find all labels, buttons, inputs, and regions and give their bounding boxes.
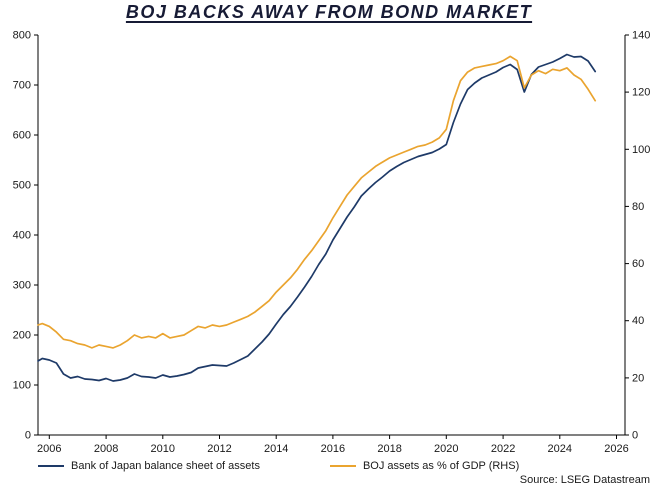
y-left-tick-label: 200: [13, 330, 31, 342]
x-tick-label: 2008: [94, 443, 118, 455]
x-axis: 2006 2008 2010 2012 2014 2016 2018 2020 2022 2024…: [37, 435, 629, 455]
x-tick-label: 2018: [377, 443, 401, 455]
series-line-0: [37, 53, 597, 382]
legend-label-gdp-percent: BOJ assets as % of GDP (RHS): [362, 460, 520, 472]
x-tick-label: 2026: [604, 443, 628, 455]
y-right-tick-label: 100: [632, 144, 650, 156]
series-lines: [37, 53, 597, 382]
y-right-tick-label: 120: [632, 87, 650, 99]
y-left-tick-label: 500: [13, 180, 31, 192]
legend-item-gdp-percent: BOJ assets as % of GDP (RHS): [329, 460, 520, 472]
y-right-tick-label: 0: [632, 430, 638, 442]
legend-label-balance-sheet: Bank of Japan balance sheet of assets: [71, 460, 260, 472]
x-tick-label: 2020: [434, 443, 458, 455]
x-tick-label: 2014: [264, 443, 288, 455]
x-tick-label: 2024: [548, 443, 572, 455]
x-tick-label: 2022: [491, 443, 515, 455]
y-right-tick-label: 60: [632, 258, 644, 270]
y-left-tick-label: 400: [13, 230, 31, 242]
y-axis-right: 0 20 40 60 80 100 120 140: [625, 30, 650, 442]
y-left-tick-label: 800: [13, 30, 31, 42]
y-right-tick-label: 80: [632, 201, 644, 213]
y-right-tick-label: 20: [632, 372, 644, 384]
y-axis-left: 0 100 200 300 400 500 600 700 800: [13, 30, 38, 442]
chart-legend: Bank of Japan balance sheet of assets BO…: [38, 460, 519, 472]
legend-swatch-orange-line: [329, 465, 356, 467]
y-left-tick-label: 300: [13, 280, 31, 292]
chart-title: BOJ BACKS AWAY FROM BOND MARKET: [125, 2, 533, 22]
legend-item-balance-sheet: Bank of Japan balance sheet of assets: [38, 460, 260, 472]
x-tick-label: 2016: [321, 443, 345, 455]
plot-frame: [37, 35, 626, 436]
series-line-1: [37, 55, 597, 349]
y-left-tick-label: 0: [25, 430, 31, 442]
chart-plot-area: 0 100 200 300 400 500 600 700 800 0 20 40 60 80 100 120…: [13, 30, 651, 456]
x-tick-label: 2010: [151, 443, 175, 455]
y-right-tick-label: 140: [632, 30, 650, 42]
x-tick-label: 2012: [207, 443, 231, 455]
source-attribution: Source: LSEG Datastream: [519, 474, 650, 486]
x-tick-label: 2006: [37, 443, 61, 455]
y-left-tick-label: 600: [13, 130, 31, 142]
y-left-tick-label: 700: [13, 80, 31, 92]
y-left-tick-label: 100: [13, 380, 31, 392]
legend-swatch-navy-line: [38, 465, 64, 467]
y-right-tick-label: 40: [632, 315, 644, 327]
